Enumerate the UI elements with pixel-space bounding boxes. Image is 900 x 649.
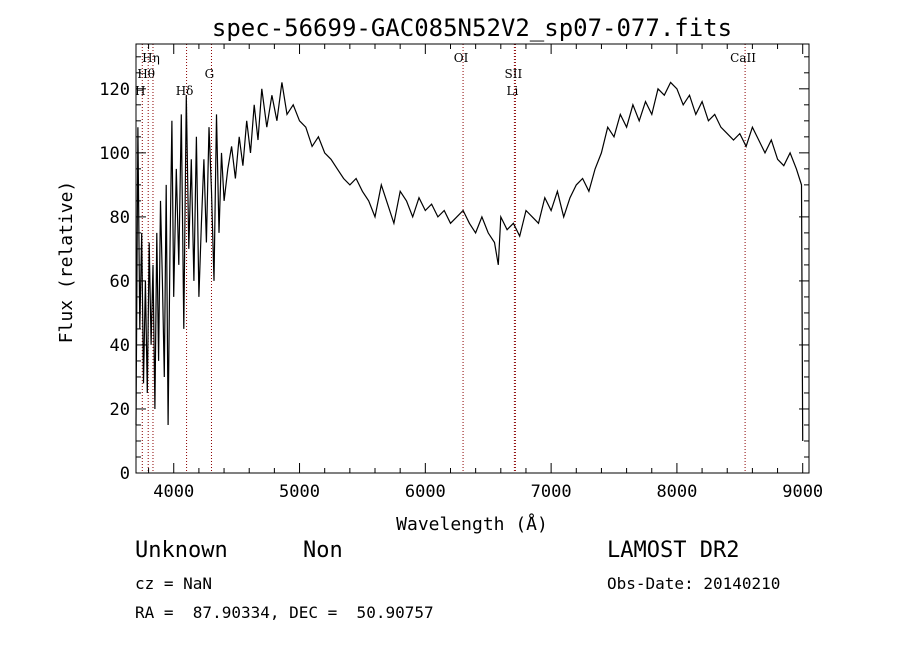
y-tick-label: 0 (120, 464, 130, 484)
y-tick-label: 20 (110, 400, 130, 420)
plot-frame (135, 43, 810, 474)
spectral-line-label: Hθ (137, 67, 155, 81)
spectral-line-label: Hδ (176, 84, 194, 98)
spectral-line-label: G (205, 67, 215, 81)
redshift-text: cz = NaN (135, 574, 213, 593)
spectral-line-label: Hη (142, 51, 160, 65)
y-axis-label: Flux (relative) (56, 181, 77, 344)
spectral-line-label: SII (505, 67, 523, 81)
spectral-line-label: OI (454, 51, 469, 65)
spectrum-line (135, 81, 804, 442)
object-name: Unknown (135, 538, 228, 563)
y-tick-label: 60 (110, 272, 130, 292)
y-tick-label: 120 (99, 80, 130, 100)
spectral-line-label: Li (506, 84, 518, 98)
y-tick-label: 100 (99, 144, 130, 164)
coordinates-text: RA = 87.90334, DEC = 50.90757 (135, 603, 434, 622)
x-tick-label: 4000 (153, 482, 194, 502)
y-tick-label: 40 (110, 336, 130, 356)
plot-area: 4000 5000 6000 7000 8000 9000 0 20 40 60 80 100 120 H… (99, 43, 823, 502)
obs-date-text: Obs-Date: 20140210 (607, 574, 781, 593)
x-axis-label: Wavelength (Å) (396, 513, 548, 535)
spectral-line-label: H (135, 84, 145, 98)
x-tick-label: 9000 (782, 482, 823, 502)
x-tick-label: 5000 (279, 482, 320, 502)
y-tick-label: 80 (110, 208, 130, 228)
spectral-line-label: CaII (730, 51, 756, 65)
survey-name: LAMOST DR2 (607, 538, 740, 563)
chart-title: spec-56699-GAC085N52V2_sp07-077.fits (212, 14, 732, 42)
x-tick-label: 8000 (656, 482, 697, 502)
x-tick-label: 6000 (405, 482, 446, 502)
object-class: Non (303, 538, 343, 563)
x-tick-label: 7000 (531, 482, 572, 502)
